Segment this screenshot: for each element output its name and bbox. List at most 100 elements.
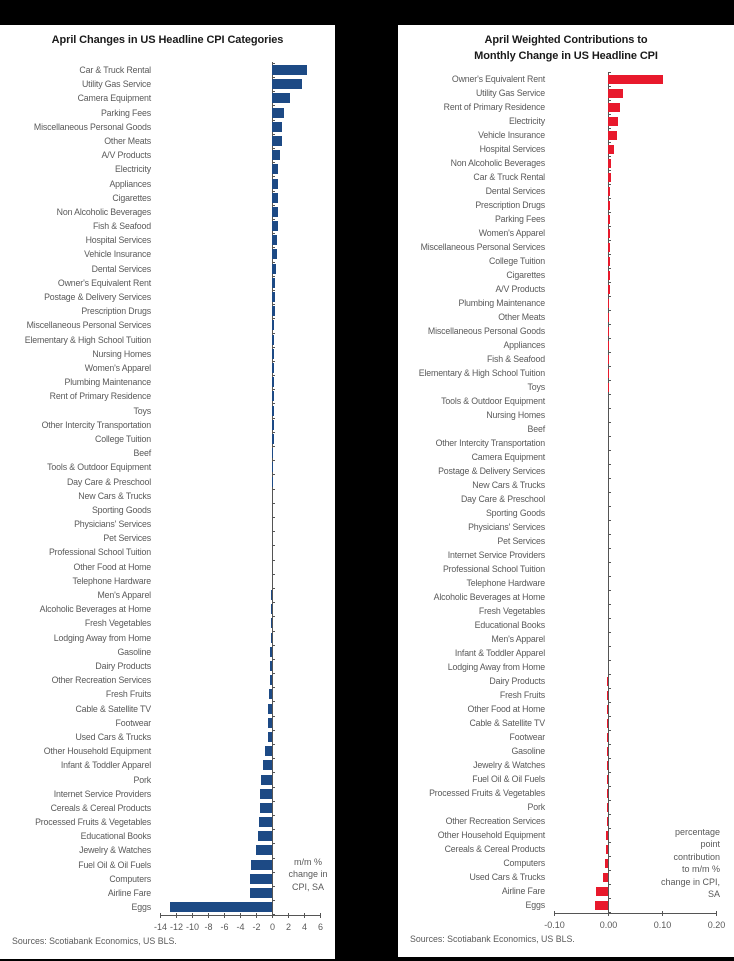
category-label: Eggs [525,900,546,910]
category-label: Car & Truck Rental [79,65,151,75]
category-axis-tick [608,912,611,913]
category-label: Dairy Products [489,676,545,686]
category-axis-tick [608,604,611,605]
category-axis-tick [608,688,611,689]
bar [606,732,608,742]
bar [272,150,280,161]
bar [608,88,624,98]
bar [260,802,272,813]
category-axis-tick [272,701,275,702]
category-label: Alcoholic Beverages at Home [433,592,546,602]
category-axis-tick [272,460,275,461]
bar [608,200,611,210]
category-label: Computers [503,858,545,868]
category-label: Nursing Homes [92,348,151,359]
annotation-line: percentage [674,827,720,837]
category-label: Other Intercity Transportation [41,419,152,430]
category-axis-tick [272,602,275,603]
category-label: Fish & Seafood [486,354,545,364]
category-axis-tick [272,545,275,546]
value-axis-tick-label: 0.10 [653,920,672,930]
category-axis-tick [272,247,275,248]
category-label: Cable & Satellite TV [75,703,151,714]
bar [270,660,272,671]
category-axis-tick [272,403,275,404]
bar [272,433,274,444]
category-axis-tick [608,198,611,199]
category-label: Cigarettes [506,270,545,280]
category-axis-line [272,62,273,915]
category-label: Fresh Fruits [105,689,151,700]
category-label: Tools & Outdoor Equipment [47,462,151,473]
bar [608,256,610,266]
category-axis-tick [272,432,275,433]
category-label: Educational Books [474,620,545,630]
category-label: Gasoline [511,746,545,756]
annotation-line: m/m % [294,857,322,867]
category-label: Sporting Goods [485,508,545,518]
category-axis-tick [608,240,611,241]
category-axis-tick [608,828,611,829]
bar [271,590,272,601]
category-label: Men's Apparel [97,590,151,601]
category-axis-tick [608,156,611,157]
category-axis-tick [272,730,275,731]
bar [272,391,275,402]
bar [272,164,279,175]
category-axis-tick [272,120,275,121]
category-axis-tick [608,478,611,479]
category-label: Cigarettes [112,192,151,203]
category-axis-tick [608,450,611,451]
category-axis-tick [272,843,275,844]
value-axis-tick [554,911,555,916]
category-axis-tick [272,801,275,802]
category-axis-tick [608,128,611,129]
value-axis-tick-label: 0 [269,922,275,932]
category-label: Dental Services [485,186,546,196]
bar [272,419,274,430]
category-label: Airline Fare [107,888,151,899]
bar [608,284,610,294]
category-label: Nursing Homes [486,410,545,420]
chart-title-line-1: April Weighted Contributions to [484,34,648,46]
bar [268,717,272,728]
bar [606,760,608,770]
category-label: College Tuition [489,256,545,266]
category-label: Infant & Toddler Apparel [454,648,545,658]
category-label: Other Intercity Transportation [435,438,546,448]
value-axis-tick-label: 6 [317,922,323,932]
category-label: Miscellaneous Personal Goods [33,121,151,132]
category-axis-tick [272,105,275,106]
category-axis-tick [272,91,275,92]
category-label: Pork [527,802,546,812]
category-axis-tick [272,389,275,390]
bar [272,79,302,90]
category-label: Toys [527,382,546,392]
category-axis-tick [272,148,275,149]
category-axis-tick [608,716,611,717]
value-axis-tick [716,911,717,916]
category-axis-tick [608,184,611,185]
category-label: College Tuition [95,433,151,444]
bar [272,93,290,104]
bar [606,788,608,798]
category-axis-tick [608,898,611,899]
category-axis-tick [608,464,611,465]
category-label: Postage & Delivery Services [44,292,151,303]
category-axis-tick [608,800,611,801]
category-label: Fresh Fruits [499,690,545,700]
category-axis-tick [608,422,611,423]
bar [272,306,276,317]
bar [608,270,610,280]
bar [272,178,279,189]
category-label: Hospital Services [85,235,152,246]
category-label: Day Care & Preschool [460,494,545,504]
category-label: Dental Services [91,263,152,274]
category-axis-tick [608,72,611,73]
category-label: A/V Products [101,150,151,161]
category-axis-tick [272,375,275,376]
bar [271,632,272,643]
category-label: Owner's Equivalent Rent [57,277,151,288]
category-axis-tick [272,900,275,901]
category-label: Miscellaneous Personal Services [420,242,546,252]
